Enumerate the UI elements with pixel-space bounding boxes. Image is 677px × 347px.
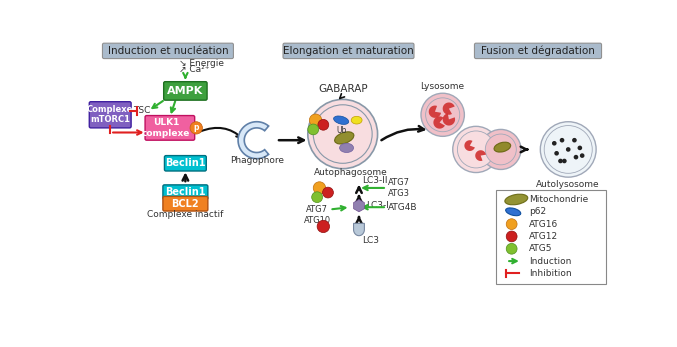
Text: GABARAP: GABARAP <box>318 84 368 94</box>
Ellipse shape <box>334 132 354 144</box>
Circle shape <box>544 126 592 173</box>
Circle shape <box>572 138 577 143</box>
Polygon shape <box>433 116 445 129</box>
Circle shape <box>308 124 319 135</box>
Text: Autophagosome: Autophagosome <box>313 168 387 177</box>
FancyBboxPatch shape <box>89 102 131 128</box>
Text: ATG12: ATG12 <box>529 232 558 241</box>
Circle shape <box>308 99 378 169</box>
Text: ↗ Ca²⁺: ↗ Ca²⁺ <box>179 65 210 74</box>
Circle shape <box>190 122 202 134</box>
Polygon shape <box>353 223 364 236</box>
Text: LC3-II: LC3-II <box>362 176 387 185</box>
Circle shape <box>458 131 495 168</box>
FancyBboxPatch shape <box>163 185 208 200</box>
Circle shape <box>552 141 556 146</box>
Circle shape <box>580 153 584 158</box>
FancyBboxPatch shape <box>475 43 602 59</box>
Text: Complexe
mTORC1: Complexe mTORC1 <box>87 105 133 125</box>
Text: Complexe inactif: Complexe inactif <box>147 210 223 219</box>
Polygon shape <box>443 102 455 115</box>
Polygon shape <box>475 150 486 161</box>
Text: Fusion et dégradation: Fusion et dégradation <box>481 45 595 56</box>
Ellipse shape <box>505 194 528 205</box>
Polygon shape <box>443 113 455 126</box>
Ellipse shape <box>494 142 510 152</box>
Text: Elongation et maturation: Elongation et maturation <box>283 46 414 56</box>
Circle shape <box>421 93 464 136</box>
FancyBboxPatch shape <box>283 43 414 59</box>
Circle shape <box>317 220 330 232</box>
Circle shape <box>481 129 521 169</box>
Circle shape <box>313 105 372 163</box>
Circle shape <box>318 119 329 130</box>
Circle shape <box>311 192 322 203</box>
Circle shape <box>506 231 517 242</box>
Polygon shape <box>429 105 441 118</box>
Text: Mitochondrie: Mitochondrie <box>529 195 588 204</box>
Circle shape <box>485 134 517 165</box>
Circle shape <box>506 243 517 254</box>
Text: Phagophore: Phagophore <box>230 156 284 166</box>
Text: Autolysosome: Autolysosome <box>536 180 600 188</box>
Circle shape <box>573 155 578 160</box>
Text: p: p <box>194 124 199 132</box>
Text: LC3: LC3 <box>362 236 379 245</box>
Text: Inhibition: Inhibition <box>529 269 571 278</box>
Text: AMPK: AMPK <box>167 86 204 96</box>
Circle shape <box>540 122 596 177</box>
Text: ATG5: ATG5 <box>529 244 552 253</box>
Ellipse shape <box>334 116 349 124</box>
Circle shape <box>554 151 559 155</box>
Text: ATG7
ATG10: ATG7 ATG10 <box>303 205 330 225</box>
Text: Beclin1: Beclin1 <box>165 187 206 197</box>
Ellipse shape <box>340 143 353 153</box>
Circle shape <box>426 98 460 132</box>
Circle shape <box>453 126 499 172</box>
Circle shape <box>560 138 565 143</box>
Text: Induction: Induction <box>529 256 571 265</box>
Text: ↘ Energie: ↘ Energie <box>179 59 224 68</box>
Polygon shape <box>238 122 269 159</box>
Text: Induction et nucléation: Induction et nucléation <box>108 46 228 56</box>
FancyBboxPatch shape <box>164 82 207 100</box>
Ellipse shape <box>506 208 521 216</box>
Text: ATG7
ATG3: ATG7 ATG3 <box>388 178 410 198</box>
Circle shape <box>322 187 333 198</box>
Text: p62: p62 <box>529 207 546 216</box>
Text: ATG4B: ATG4B <box>388 203 417 212</box>
Text: Ub: Ub <box>336 126 347 135</box>
Text: TSC: TSC <box>133 107 151 116</box>
Ellipse shape <box>351 116 362 124</box>
Circle shape <box>577 146 582 150</box>
Circle shape <box>313 182 326 194</box>
Text: Beclin1: Beclin1 <box>165 158 206 168</box>
FancyBboxPatch shape <box>102 43 234 59</box>
Circle shape <box>566 147 571 152</box>
FancyBboxPatch shape <box>163 196 208 211</box>
FancyBboxPatch shape <box>165 155 206 171</box>
Circle shape <box>309 114 322 126</box>
Text: LC3-I: LC3-I <box>366 201 389 210</box>
Text: BCL2: BCL2 <box>171 199 199 209</box>
Circle shape <box>562 159 567 163</box>
Circle shape <box>506 219 517 229</box>
Text: ATG16: ATG16 <box>529 220 558 229</box>
FancyBboxPatch shape <box>145 116 195 140</box>
Polygon shape <box>464 140 475 151</box>
Text: ULK1
complexe: ULK1 complexe <box>141 118 190 137</box>
Text: Lysosome: Lysosome <box>420 82 464 91</box>
Circle shape <box>558 159 563 163</box>
FancyBboxPatch shape <box>496 190 606 284</box>
